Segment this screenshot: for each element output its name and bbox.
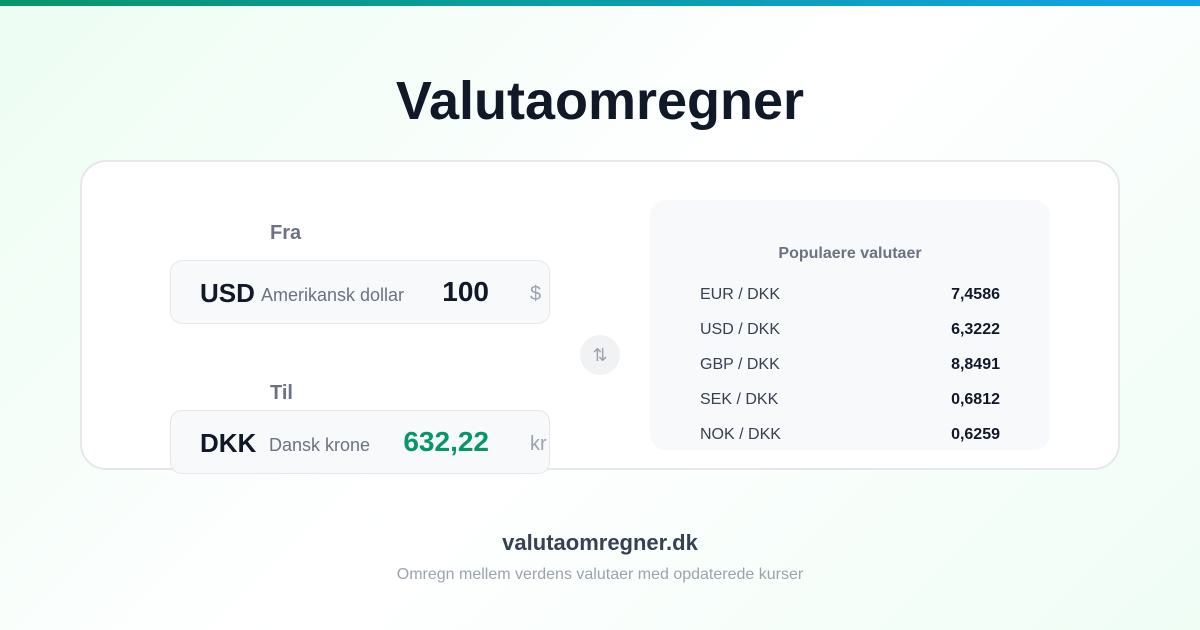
- to-amount: 632,22: [403, 426, 489, 457]
- rate-row[interactable]: SEK / DKK 0,6812: [700, 391, 1000, 409]
- rate-value: 8,8491: [951, 356, 1000, 373]
- rate-row[interactable]: GBP / DKK 8,8491: [700, 356, 1000, 374]
- from-label: Fra: [270, 222, 302, 244]
- rate-value: 7,4586: [951, 286, 1000, 303]
- to-currency-symbol: kr: [530, 433, 547, 455]
- rate-row[interactable]: USD / DKK 6,3222: [700, 321, 1000, 339]
- from-currency-symbol: $: [530, 283, 542, 305]
- rate-row[interactable]: EUR / DKK 7,4586: [700, 286, 1000, 304]
- rate-value: 0,6259: [951, 426, 1000, 443]
- popular-currencies-panel: Populaere valutaer EUR / DKK 7,4586 USD /…: [650, 200, 1050, 450]
- to-currency-name: Dansk krone: [269, 435, 371, 455]
- from-currency-name: Amerikansk dollar: [261, 285, 405, 305]
- rate-pair: NOK / DKK: [700, 426, 781, 443]
- to-currency-code[interactable]: DKK: [200, 428, 257, 458]
- rate-value: 0,6812: [951, 391, 1000, 408]
- rate-value: 6,3222: [951, 321, 1000, 338]
- from-currency-code[interactable]: USD: [200, 278, 255, 308]
- page-title: Valutaomregner: [395, 71, 805, 131]
- tagline: Omregn mellem verdens valutaer med opdat…: [396, 566, 804, 583]
- swap-icon: ⇅: [592, 345, 608, 365]
- rate-row[interactable]: NOK / DKK 0,6259: [700, 426, 1000, 444]
- swap-button[interactable]: ⇅: [580, 335, 620, 375]
- to-label: Til: [270, 382, 293, 404]
- popular-title: Populaere valutaer: [778, 245, 922, 262]
- from-amount[interactable]: 100: [442, 276, 489, 307]
- rate-pair: USD / DKK: [700, 321, 781, 338]
- rate-pair: SEK / DKK: [700, 391, 779, 408]
- rate-pair: EUR / DKK: [700, 286, 781, 303]
- from-currency-input[interactable]: USD Amerikansk dollar 100 $: [170, 260, 550, 324]
- rate-pair: GBP / DKK: [700, 356, 780, 373]
- to-currency-input[interactable]: DKK Dansk krone 632,22 kr: [170, 410, 550, 474]
- site-name: valutaomregner.dk: [502, 530, 698, 555]
- top-accent-bar: [0, 0, 1200, 6]
